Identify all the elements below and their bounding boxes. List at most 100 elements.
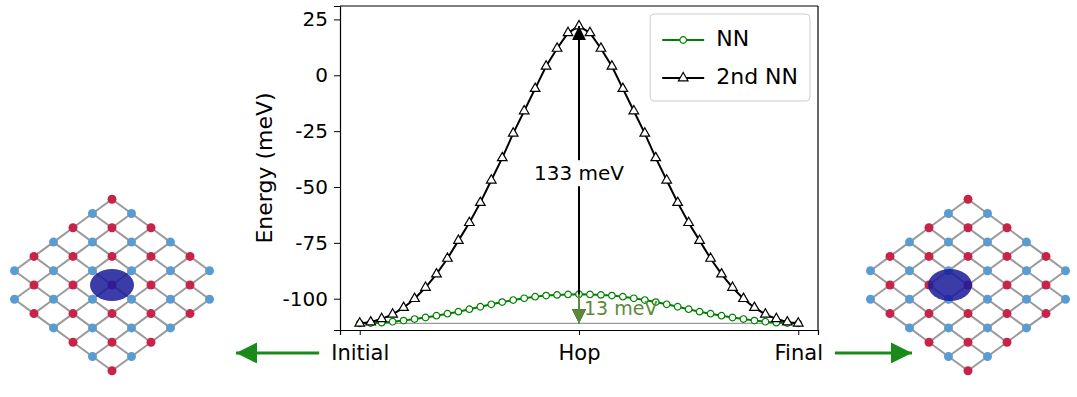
atom [905,266,914,275]
atom [925,223,934,232]
tick-mark [798,330,799,335]
atom [166,323,175,332]
atom [964,338,973,347]
plot-area [355,21,803,327]
marker [739,293,749,301]
marker [466,306,473,313]
atom [30,252,39,261]
atom [88,352,97,361]
atom [147,281,156,290]
tick-label: -50 [295,175,328,199]
atom [1022,238,1031,247]
marker [663,301,670,308]
marker [740,316,747,323]
marker [751,317,758,324]
tick: -75 [295,231,340,255]
atom [983,295,992,304]
atom [905,323,914,332]
atom [166,266,175,275]
atom [944,323,953,332]
marker [565,291,572,298]
tick: -25 [295,119,340,143]
atom [205,266,214,275]
annotation-text: 13 meV [584,297,657,319]
atom [964,195,973,204]
legend-box [650,14,810,101]
atom [1003,223,1012,232]
marker [750,302,760,310]
marker [782,317,792,325]
legend-label: NN [716,26,749,51]
atom [1061,266,1070,275]
atom [964,309,973,318]
tick-label: Hop [559,341,601,365]
atom [1022,323,1031,332]
marker [499,299,506,306]
marker [706,253,716,261]
tick-mark [334,75,340,76]
atom [944,209,953,218]
marker [696,308,703,315]
marker [685,306,692,313]
atom [186,309,195,318]
atom [69,309,78,318]
atom [147,338,156,347]
atom [1061,295,1070,304]
atom [69,252,78,261]
marker [554,292,561,299]
atom [886,281,895,290]
atom [186,281,195,290]
marker [486,175,496,183]
series-line [360,294,799,323]
marker [543,292,550,299]
atom [886,309,895,318]
atom [88,295,97,304]
atom [166,238,175,247]
frame [340,5,818,6]
atom [905,238,914,247]
marker [772,313,782,321]
tick-label: -75 [295,231,328,255]
marker [400,317,407,324]
series-line [360,26,799,323]
atom [127,323,136,332]
tick: Initial [331,330,389,365]
marker [488,301,495,308]
atom [205,295,214,304]
atom [1022,266,1031,275]
marker [629,105,639,113]
legend: NN2nd NN [650,14,810,101]
marker [519,105,529,113]
atom [186,252,195,261]
atom [964,366,973,375]
marker [729,314,736,321]
atom [1042,252,1051,261]
marker [465,217,475,225]
atom [69,338,78,347]
tick-mark [360,330,361,335]
marker [651,152,661,160]
atom [108,366,117,375]
atom [108,195,117,204]
legend-marker [680,37,687,44]
marker [695,235,705,243]
marker [717,269,727,277]
marker [618,83,628,91]
atom [108,252,117,261]
atom [1003,281,1012,290]
marker [477,303,484,310]
tick-mark [334,131,340,132]
atom [1003,252,1012,261]
tick-mark [334,187,340,188]
marker [422,314,429,321]
atom [127,295,136,304]
atom [1022,295,1031,304]
marker [684,217,694,225]
marker [454,235,464,243]
marker [728,282,738,290]
atom [88,323,97,332]
atom [88,238,97,247]
atom [983,352,992,361]
tick-label: Initial [331,341,389,365]
marker [410,293,420,301]
